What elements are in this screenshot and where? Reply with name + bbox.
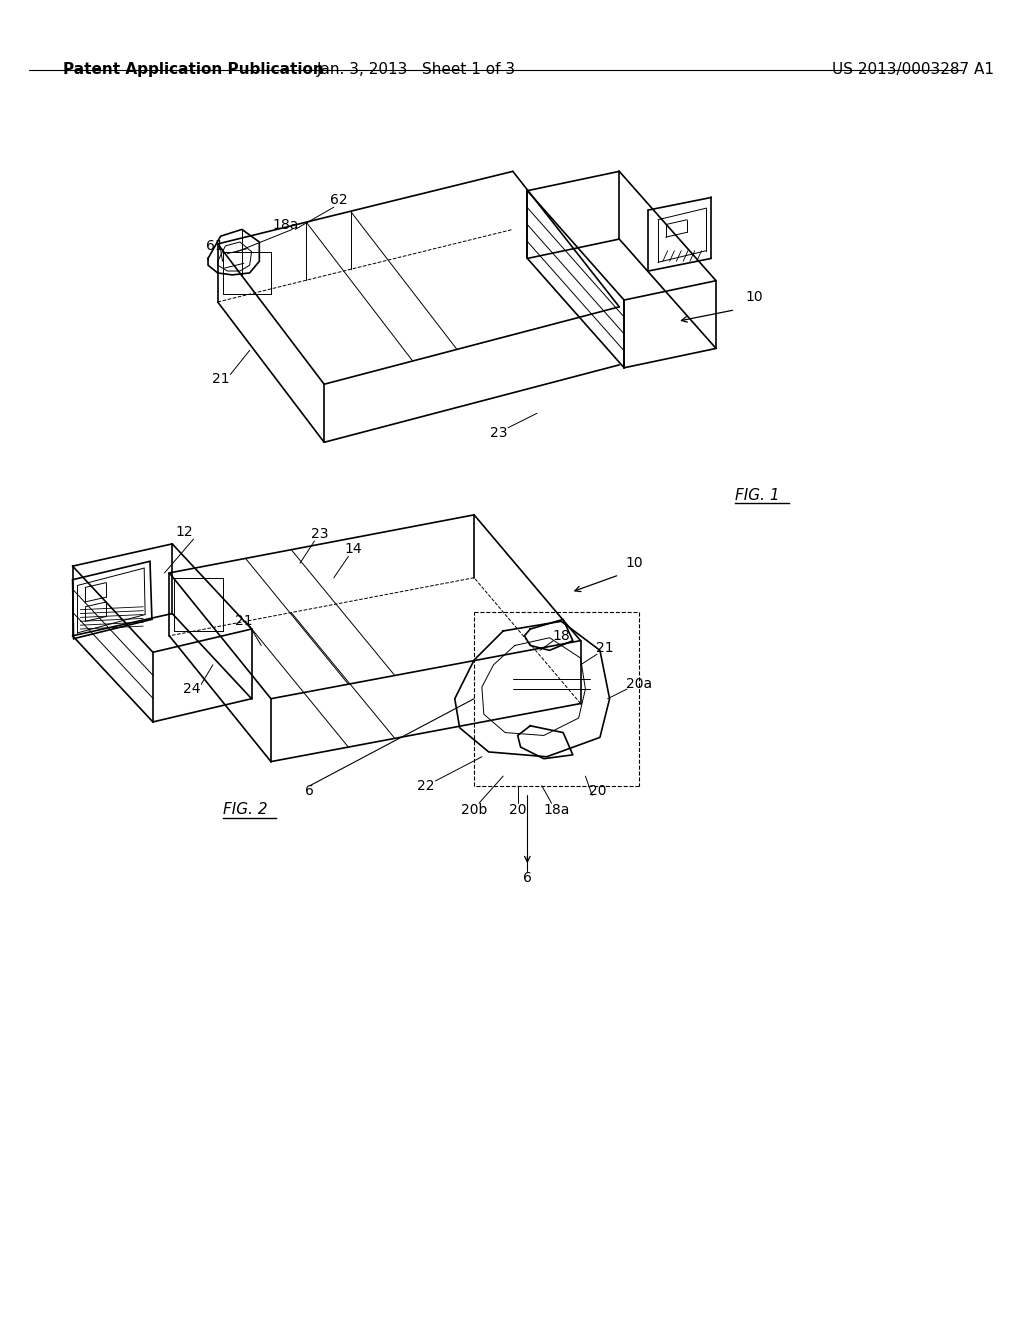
Text: US 2013/0003287 A1: US 2013/0003287 A1 <box>833 62 994 78</box>
Text: 14: 14 <box>344 541 362 556</box>
Text: 20: 20 <box>509 803 526 817</box>
Text: 21: 21 <box>212 372 229 387</box>
Text: 24: 24 <box>183 682 201 696</box>
Text: Patent Application Publication: Patent Application Publication <box>62 62 324 78</box>
Text: 61: 61 <box>206 239 223 253</box>
Text: 6: 6 <box>305 784 314 797</box>
Text: 20b: 20b <box>461 803 487 817</box>
Text: 10: 10 <box>625 556 643 570</box>
Text: FIG. 1: FIG. 1 <box>735 488 780 503</box>
Text: 23: 23 <box>310 527 328 541</box>
Text: Jan. 3, 2013   Sheet 1 of 3: Jan. 3, 2013 Sheet 1 of 3 <box>316 62 516 78</box>
Text: FIG. 2: FIG. 2 <box>222 803 267 817</box>
Text: 10: 10 <box>745 290 764 304</box>
Text: 23: 23 <box>489 425 507 440</box>
Text: 6: 6 <box>523 871 531 884</box>
Text: 62: 62 <box>330 194 347 207</box>
Text: 18a: 18a <box>272 218 299 231</box>
Text: 22: 22 <box>417 779 434 793</box>
Text: 21: 21 <box>236 614 253 628</box>
Text: 18: 18 <box>552 628 570 643</box>
Text: 20: 20 <box>589 784 607 797</box>
Text: 20a: 20a <box>626 677 651 692</box>
Text: 12: 12 <box>175 525 193 540</box>
Text: 21: 21 <box>596 642 613 656</box>
Text: 18a: 18a <box>543 803 569 817</box>
